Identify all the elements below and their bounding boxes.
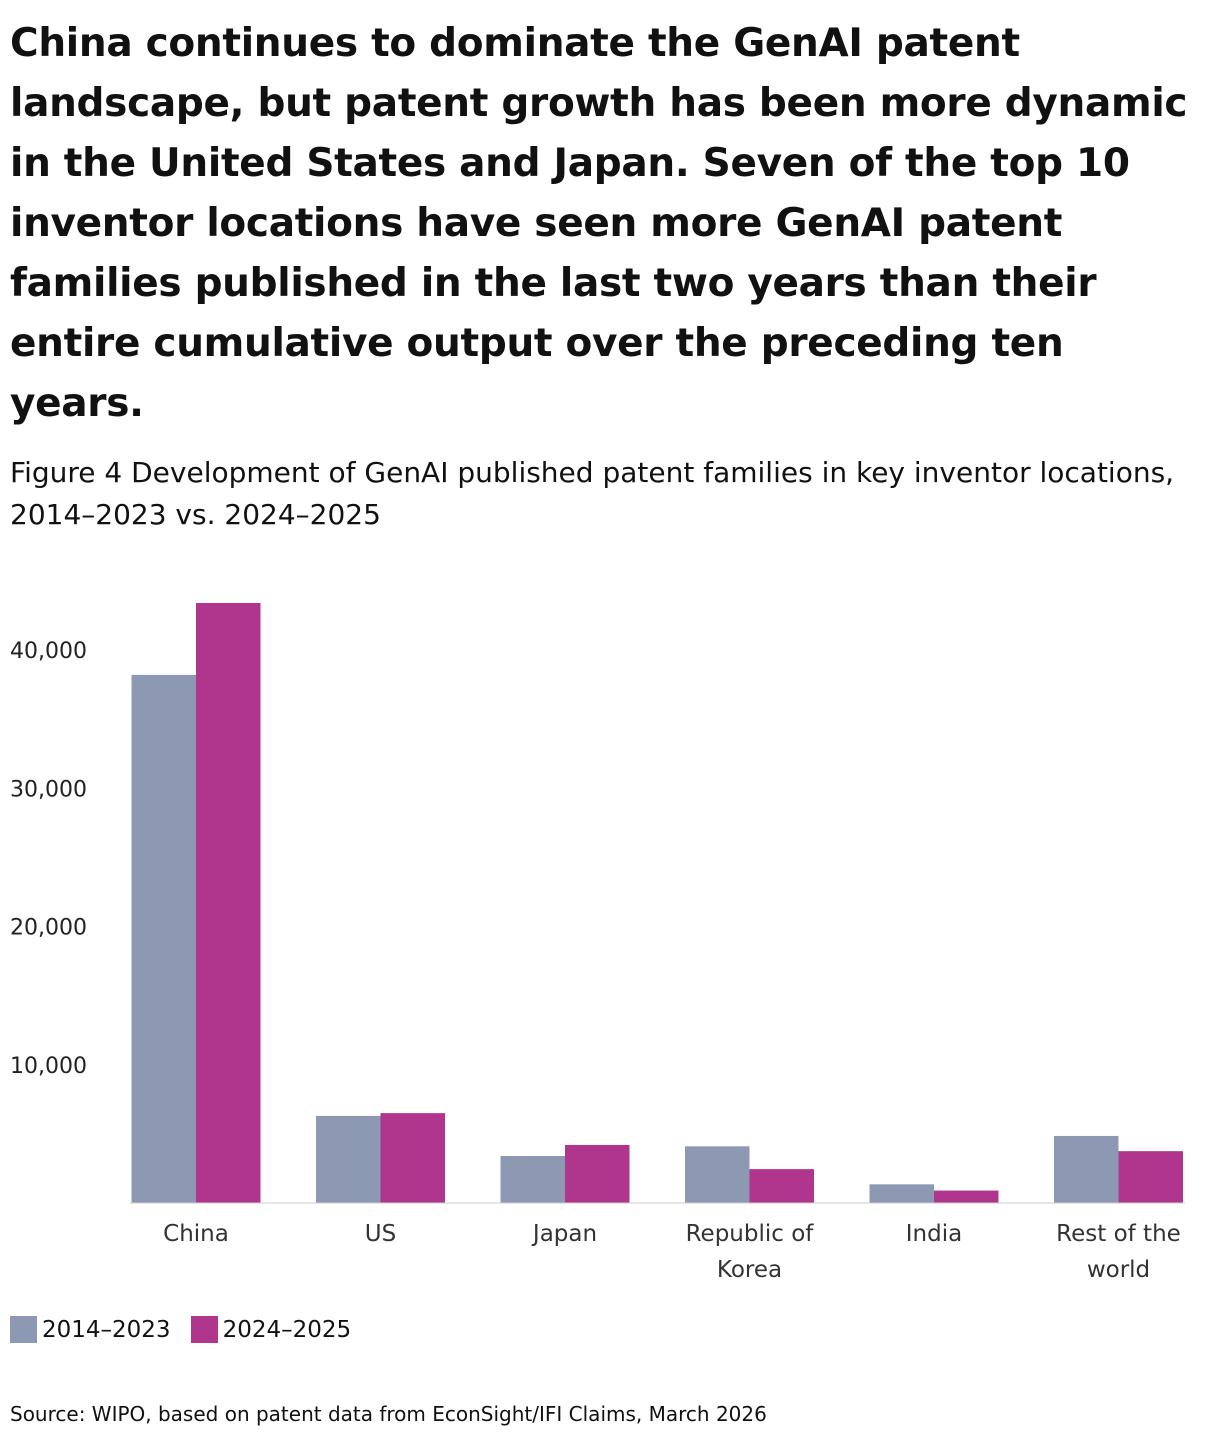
bar-2024-2025 [749,1169,814,1203]
legend-label-2014-2023: 2014–2023 [42,1316,171,1343]
x-tick-label: Japan [531,1221,597,1247]
chart-legend: 2014–2023 2024–2025 [10,1316,371,1343]
bar-2024-2025 [1118,1151,1183,1203]
legend-swatch-2024-2025 [190,1316,218,1343]
bar-2014-2023 [316,1115,381,1203]
figure-subtitle: Figure 4 Development of GenAI published … [10,456,1175,531]
y-tick-label: 20,000 [10,916,87,941]
legend-item-2014-2023: 2014–2023 [10,1316,171,1343]
x-tick-label-line: Republic of [686,1221,815,1247]
bar-2014-2023 [131,674,196,1203]
bar-2024-2025 [934,1190,999,1203]
bar-2014-2023 [685,1146,750,1203]
x-tick-label-line: US [365,1221,396,1247]
x-tick-label: Rest of the world [1056,1221,1181,1283]
bar-2014-2023 [869,1184,934,1203]
x-tick-label: India [906,1221,962,1247]
x-tick-label-line: Rest of the [1056,1221,1181,1247]
source-note: Source: WIPO, based on patent data from … [10,1402,767,1426]
legend-swatch-2014-2023 [10,1316,37,1343]
y-tick-label: 40,000 [10,639,87,664]
legend-item-2024-2025: 2024–2025 [190,1316,352,1343]
x-tick-label-line: Japan [531,1221,597,1247]
x-tick-label-line: India [906,1221,962,1247]
bar-2024-2025 [565,1144,630,1203]
bar-2024-2025 [380,1113,445,1203]
x-tick-label: China [163,1221,229,1247]
legend-label-2024-2025: 2024–2025 [222,1316,352,1343]
bar-2024-2025 [196,602,261,1203]
y-tick-label: 10,000 [10,1054,87,1079]
bar-2014-2023 [500,1155,565,1203]
y-tick-label: 30,000 [10,777,87,802]
x-tick-label-line: world [1087,1257,1150,1283]
x-tick-label: Republic of Korea [686,1221,815,1283]
chart-headline: China continues to dominate the GenAI pa… [10,21,1188,426]
x-tick-label: US [365,1221,396,1247]
x-tick-label-line: Korea [717,1257,782,1283]
x-tick-label-line: China [163,1221,229,1247]
bar-chart: 10,000 20,000 30,000 40,000 China US Japan Repu… [10,602,1185,1283]
bar-2014-2023 [1054,1135,1119,1203]
